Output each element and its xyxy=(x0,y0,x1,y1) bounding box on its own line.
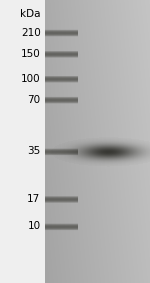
Text: 35: 35 xyxy=(27,146,40,156)
Text: 10: 10 xyxy=(27,221,40,231)
Text: 70: 70 xyxy=(27,95,40,105)
Text: kDa: kDa xyxy=(20,8,40,19)
Text: 210: 210 xyxy=(21,27,40,38)
Text: 100: 100 xyxy=(21,74,40,84)
Text: 17: 17 xyxy=(27,194,40,204)
Bar xyxy=(0,0,45,283)
Text: 150: 150 xyxy=(21,49,40,59)
